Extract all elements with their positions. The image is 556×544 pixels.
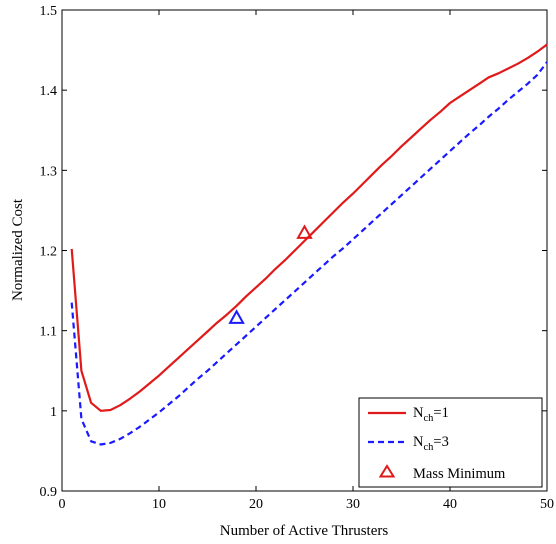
mass-minimum-marker-2 bbox=[228, 309, 245, 324]
axis-ticks bbox=[61, 9, 548, 492]
legend-marker-triangle bbox=[378, 464, 396, 478]
legend: Nch=1 Nch=3 Mass Minimum bbox=[358, 397, 543, 488]
x-axis-label: Number of Active Thrusters bbox=[220, 523, 389, 539]
series-line-2 bbox=[70, 61, 548, 446]
x-tick-label: 40 bbox=[443, 497, 457, 512]
x-tick-label: 50 bbox=[540, 497, 554, 512]
markers-group bbox=[228, 224, 313, 324]
y-tick-label: 1.4 bbox=[40, 84, 58, 99]
y-tick-label: 1.1 bbox=[40, 325, 58, 340]
x-tick-label: 20 bbox=[249, 497, 263, 512]
y-axis-label: Normalized Cost bbox=[10, 198, 26, 301]
y-tick-label: 1.3 bbox=[40, 164, 58, 179]
mass-minimum-marker-1 bbox=[296, 224, 313, 239]
y-tick-label: 1 bbox=[50, 405, 57, 420]
y-tick-label: 0.9 bbox=[40, 485, 58, 500]
tick-labels: 0 10 20 30 40 50 0.9 1 1.1 1.2 1.3 1.4 1.5 bbox=[40, 4, 555, 512]
x-tick-label: 10 bbox=[152, 497, 166, 512]
y-tick-label: 1.2 bbox=[40, 245, 58, 260]
y-tick-label: 1.5 bbox=[40, 4, 58, 19]
legend-label-mass-minimum: Mass Minimum bbox=[413, 466, 506, 482]
legend-label-series-2: Nch=3 bbox=[413, 434, 449, 453]
x-tick-label: 30 bbox=[346, 497, 360, 512]
legend-label-series-1: Nch=1 bbox=[413, 405, 449, 424]
x-tick-label: 0 bbox=[59, 497, 66, 512]
